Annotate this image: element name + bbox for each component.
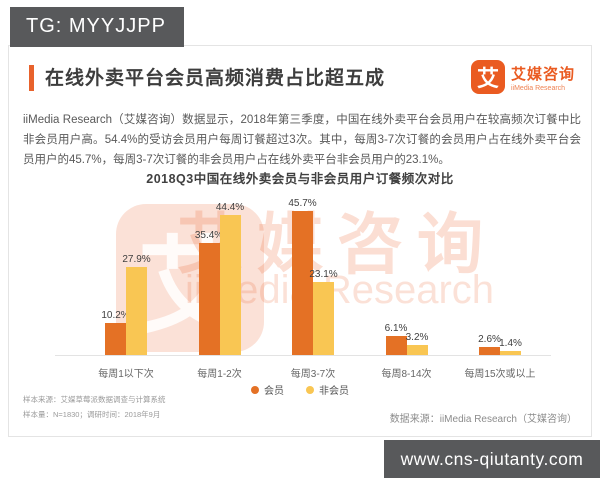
title-accent-bar (29, 65, 34, 91)
nonmember-legend-dot (306, 385, 314, 394)
legend-item-nonmember: 非会员 (306, 382, 349, 397)
bar-value-label: 35.4% (194, 230, 224, 241)
iimedia-logo: 艾 艾媒咨询 iiMedia Research (470, 60, 575, 94)
member-bar-column: 6.1% (384, 323, 408, 355)
bar-value-label: 44.4% (215, 202, 245, 213)
bar-group: 35.4% 44.4% 每周1-2次 (195, 193, 244, 380)
member-bar-column: 10.2% (101, 310, 130, 355)
member-bar (292, 211, 313, 355)
category-label: 每周8-14次 (381, 369, 432, 380)
member-bar-column: 45.7% (288, 198, 317, 355)
bar-value-label: 1.4% (499, 338, 522, 349)
bar-group: 45.7% 23.1% 每周3-7次 (288, 193, 338, 380)
category-label: 每周15次或以上 (464, 369, 536, 380)
chart-legend: 会员 非会员 (9, 382, 591, 397)
member-legend-dot (251, 385, 259, 394)
category-label: 每周1以下次 (98, 369, 154, 380)
category-label: 每周3-7次 (290, 369, 336, 380)
logo-name-en: iiMedia Research (510, 84, 566, 92)
sample-info: 样本量：N=1830；调研时间：2018年9月 (23, 410, 161, 419)
legend-item-member: 会员 (251, 382, 284, 397)
bar-value-label: 3.2% (405, 332, 429, 343)
website-bar: www.cns-qiutanty.com (384, 440, 600, 478)
sample-note: 样本来源：艾媒草莓派数据调查与计算系统 样本量：N=1830；调研时间：2018… (23, 392, 166, 422)
member-bar (385, 336, 407, 355)
category-label: 每周1-2次 (197, 369, 242, 380)
bar-group: 10.2% 27.9% 每周1以下次 (98, 193, 154, 380)
nonmember-bar (406, 345, 428, 355)
bar-value-label: 23.1% (309, 269, 338, 280)
nonmember-bar-column: 27.9% (122, 254, 151, 355)
nonmember-bar (126, 267, 147, 355)
bar-chart: 10.2% 27.9% 每周1以下次 35.4% 44.4% 每周1-2次 45.7% 23.… (98, 193, 535, 380)
nonmember-bar-column: 1.4% (499, 338, 522, 355)
nonmember-bar (500, 351, 521, 355)
nonmember-legend-label: 非会员 (319, 386, 349, 397)
nonmember-bar-column: 23.1% (309, 269, 338, 355)
bar-value-label: 10.2% (101, 310, 130, 321)
chart-title: 2018Q3中国在线外卖会员与非会员用户订餐频次对比 (146, 172, 454, 186)
member-bar-column: 35.4% (195, 230, 223, 355)
data-source: 数据来源：iiMedia Research（艾媒咨询） (389, 414, 577, 425)
bar-value-label: 45.7% (288, 198, 317, 209)
nonmember-bar-column: 3.2% (405, 332, 429, 355)
report-title: 在线外卖平台会员高频消费占比超五成 (45, 68, 386, 89)
nonmember-bar-column: 44.4% (216, 202, 244, 355)
member-bar (198, 243, 220, 355)
member-legend-label: 会员 (264, 386, 284, 397)
member-bar (105, 323, 126, 355)
x-axis-line (55, 355, 551, 356)
bar-value-label: 2.6% (478, 334, 501, 345)
bar-group: 6.1% 3.2% 每周8-14次 (381, 193, 431, 380)
nonmember-bar (313, 282, 334, 355)
intro-paragraph: iiMedia Research（艾媒咨询）数据显示，2018年第三季度，中国在… (23, 114, 581, 167)
bar-value-label: 27.9% (122, 254, 151, 265)
nonmember-bar (219, 215, 241, 355)
tg-badge: TG: MYYJJPP (10, 7, 184, 47)
logo-name-cn: 艾媒咨询 (510, 65, 575, 83)
report-card: 在线外卖平台会员高频消费占比超五成 艾 艾媒咨询 iiMedia Researc… (8, 45, 592, 437)
sample-source: 样本来源：艾媒草莓派数据调查与计算系统 (23, 395, 166, 404)
member-bar (479, 347, 500, 355)
iimedia-logo-icon: 艾 (470, 60, 505, 94)
iimedia-logo-text: 艾媒咨询 iiMedia Research (511, 63, 575, 92)
member-bar-column: 2.6% (478, 334, 501, 355)
report-header: 在线外卖平台会员高频消费占比超五成 艾 艾媒咨询 iiMedia Researc… (29, 60, 577, 104)
bar-value-label: 6.1% (384, 323, 408, 334)
bar-group: 2.6% 1.4% 每周15次或以上 (464, 193, 535, 380)
